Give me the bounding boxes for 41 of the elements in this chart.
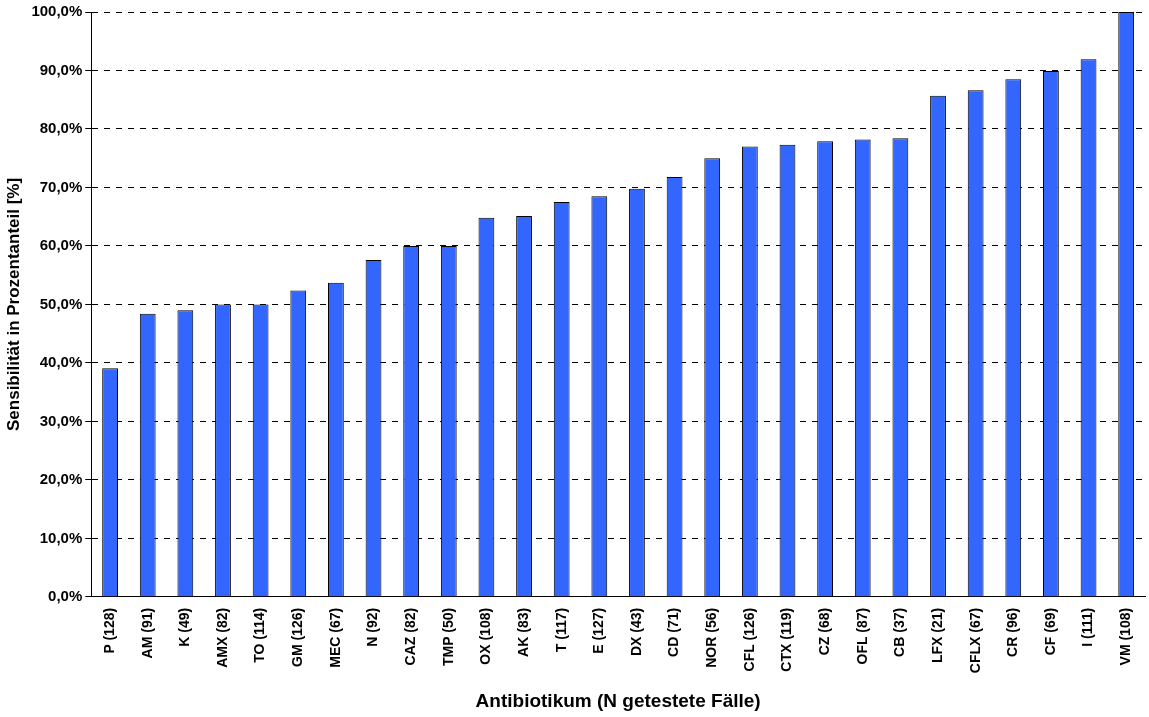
y-axis-title: Sensibilität in Prozentanteil [%]: [3, 177, 23, 431]
x-tick-label: CFLX (67): [966, 607, 983, 674]
x-tick-label: CTX (119): [778, 607, 795, 672]
x-tick-label: CR (96): [1004, 607, 1021, 657]
x-tick-label: CF (69): [1041, 607, 1058, 656]
x-tick-label: MEC (67): [326, 607, 343, 668]
x-tick-label: CD (71): [665, 607, 682, 657]
y-tick-label: 100,0%: [31, 2, 83, 20]
x-tick-label: K (49): [176, 607, 193, 647]
x-tick-label: CAZ (82): [402, 607, 419, 666]
y-tick-label: 10,0%: [39, 528, 83, 546]
y-tick-label: 50,0%: [39, 294, 83, 312]
y-tick-label: 60,0%: [39, 236, 83, 254]
x-tick-label: LFX (21): [928, 607, 945, 664]
x-tick-label: AM (91): [138, 607, 155, 659]
y-tick-label: 80,0%: [39, 119, 83, 137]
x-tick-label: CFL (126): [740, 607, 757, 672]
x-tick-label: I (111): [1079, 607, 1096, 647]
x-tick-label: N (92): [364, 607, 381, 647]
x-tick-label: CB (37): [891, 607, 908, 657]
x-axis-title: Antibiotikum (N getestete Fälle): [475, 689, 761, 711]
x-tick-label: DX (43): [627, 607, 644, 657]
y-tick-label: 0,0%: [48, 587, 83, 604]
x-tick-label: AMX (82): [213, 607, 230, 668]
x-tick-label: E (127): [590, 607, 607, 654]
y-tick-label: 70,0%: [39, 177, 83, 195]
y-tick-label: 40,0%: [39, 353, 83, 371]
x-tick-label: GM (126): [289, 607, 306, 667]
x-tick-label: OX (108): [477, 607, 494, 665]
x-tick-label: CZ (68): [815, 607, 832, 656]
x-tick-label: P (128): [100, 607, 117, 654]
x-tick-label: TMP (50): [439, 607, 456, 666]
x-tick-label: AK (83): [514, 607, 531, 657]
y-tick-label: 20,0%: [39, 470, 83, 488]
x-tick-label: OFL (87): [853, 607, 870, 665]
x-tick-label: T (117): [552, 607, 569, 653]
y-tick-label: 30,0%: [39, 411, 83, 429]
x-tick-label: TO (114): [251, 607, 268, 663]
y-tick-label: 90,0%: [39, 60, 83, 78]
x-tick-label: VM (108): [1117, 607, 1134, 666]
x-tick-label: NOR (56): [703, 607, 720, 668]
